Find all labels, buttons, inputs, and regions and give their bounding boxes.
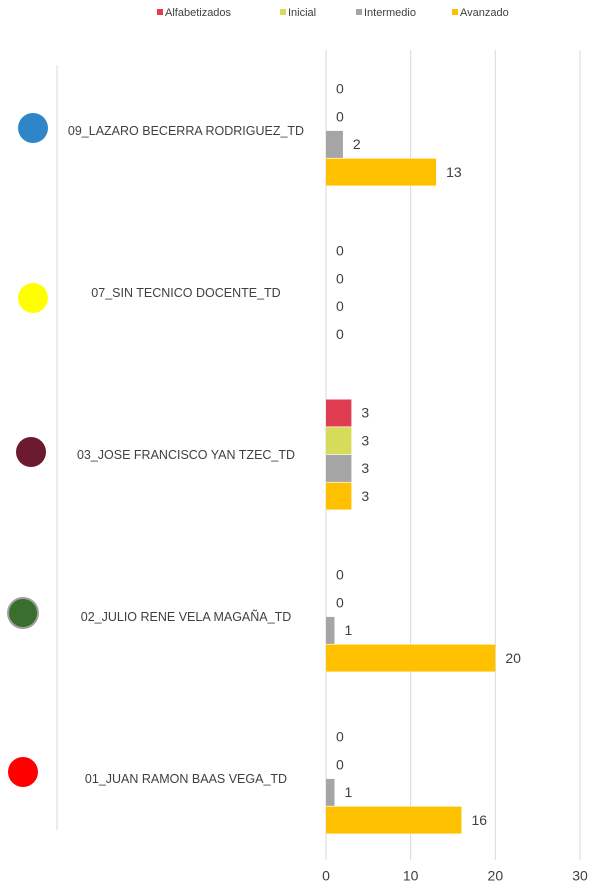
legend-label: Avanzado [460, 7, 509, 19]
data-label: 0 [336, 756, 344, 772]
marker-circle [18, 113, 48, 143]
bar [326, 806, 462, 834]
data-label: 2 [353, 136, 361, 152]
data-label: 1 [344, 622, 352, 638]
data-label: 3 [361, 405, 369, 421]
legend-swatch [157, 9, 163, 15]
data-label: 20 [505, 650, 521, 666]
bar [326, 616, 335, 644]
data-label: 0 [336, 567, 344, 583]
data-label: 0 [336, 594, 344, 610]
legend-label: Alfabetizados [165, 7, 232, 19]
data-label: 3 [361, 460, 369, 476]
data-label: 13 [446, 164, 462, 180]
bar [326, 130, 343, 158]
category-label: 03_JOSE FRANCISCO YAN TZEC_TD [76, 447, 296, 462]
data-label: 0 [336, 108, 344, 124]
legend-swatch [280, 9, 286, 15]
category-label: 01_JUAN RAMON BAAS VEGA_TD [84, 771, 288, 786]
bar [326, 158, 437, 186]
bar [326, 778, 335, 806]
marker-circle [18, 283, 48, 313]
data-label: 0 [336, 729, 344, 745]
bar [326, 454, 352, 482]
legend-swatch [356, 9, 362, 15]
category-label: 02_JULIO RENE VELA MAGAÑA_TD [80, 609, 292, 624]
category-label: 07_SIN TECNICO DOCENTE_TD [91, 285, 281, 300]
marker-circle [8, 757, 38, 787]
data-label: 3 [361, 432, 369, 448]
x-tick-label: 30 [572, 868, 588, 884]
data-label: 0 [336, 270, 344, 286]
marker-circle [7, 597, 39, 629]
legend-swatch [452, 9, 458, 15]
marker-circle [16, 437, 46, 467]
data-label: 1 [344, 784, 352, 800]
data-label: 0 [336, 298, 344, 314]
x-tick-label: 0 [322, 868, 330, 884]
x-tick-label: 10 [403, 868, 419, 884]
data-label: 0 [336, 81, 344, 97]
x-tick-label: 20 [488, 868, 504, 884]
bar [326, 399, 352, 427]
category-label: 09_LAZARO BECERRA RODRIGUEZ_TD [67, 123, 305, 138]
data-label: 3 [361, 488, 369, 504]
bar [326, 482, 352, 510]
data-label: 0 [336, 326, 344, 342]
bar [326, 427, 352, 455]
data-label: 0 [336, 243, 344, 259]
legend-label: Inicial [288, 7, 316, 19]
legend-label: Intermedio [364, 7, 416, 19]
data-label: 16 [471, 812, 487, 828]
bar [326, 644, 496, 672]
